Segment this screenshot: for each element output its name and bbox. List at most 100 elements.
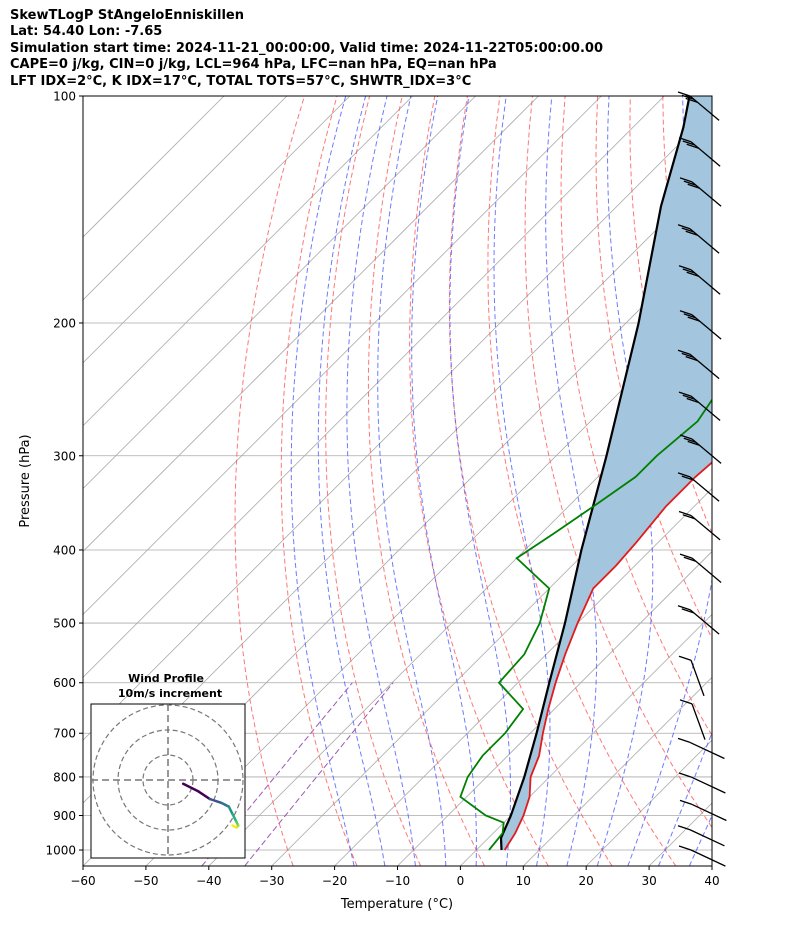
wind-barb-flag [678,772,692,778]
wind-barbs [677,91,727,867]
isotherm-line [83,96,602,615]
wind-barb [678,655,705,697]
wind-barb-staff [690,269,721,295]
wind-barb-staff [689,95,720,121]
wind-barb-flag [678,137,692,143]
data-layer [459,96,712,851]
x-tick-label: 0 [457,874,465,888]
wind-barb-flag [678,265,692,271]
wind-barb [677,737,725,760]
mixing-ratio-line [244,682,394,866]
wind-barb [677,349,720,380]
isotherm-line [83,96,539,553]
temperature-line [503,461,712,851]
wind-barb-flag [683,180,697,186]
x-tick-label: 30 [641,874,656,888]
wind-barb-flag [685,355,698,362]
wind-barb-flag [683,313,697,319]
dry-adiabat [524,96,712,829]
wind-barb-flag [687,316,700,322]
wind-barb-staff [691,703,706,740]
isotherm-line [83,96,476,490]
wind-barb-staff [690,849,726,867]
wind-barb [679,177,722,207]
isotherm-line [208,362,712,866]
wind-barb [677,605,720,635]
dry-adiabat [234,96,305,866]
x-axis-label: Temperature (°C) [340,897,453,912]
x-tick-label: −60 [70,874,95,888]
wind-barb-flag [677,825,691,831]
wind-barb [679,553,722,583]
wind-barb-flag [681,475,695,481]
isotherm-line [83,96,413,427]
wind-barb [678,772,726,794]
y-tick-label: 600 [53,676,76,690]
wind-barb [678,265,721,295]
y-tick-label: 400 [53,543,76,557]
wind-barb-staff [691,438,722,464]
header-title: SkewTLogP StAngeloEnniskillen [10,8,244,23]
wind-barb-flag [679,434,693,440]
wind-barb-flag [679,177,693,183]
wind-profile-inset: Wind Profile 10m/s increment [90,672,246,859]
x-tick-label: −10 [385,874,410,888]
moist-adiabat [411,96,477,866]
wind-barb-staff [690,776,726,794]
wind-barb [679,310,722,340]
y-axis-label: Pressure (hPa) [18,434,33,527]
moist-adiabat [290,96,355,866]
inset-title: Wind Profile [128,672,204,685]
x-tick-label: −20 [322,874,347,888]
hodograph-segment [197,790,212,801]
wind-barb-flag [677,472,691,478]
wind-barb-flag [679,799,693,806]
wind-barb-flag [681,352,695,359]
dry-adiabat [367,96,485,866]
y-tick-label: 1000 [45,844,76,858]
dewpoint-line [459,398,712,851]
wind-barb-flag [678,391,692,397]
wind-barb [678,845,726,867]
dry-adiabat [560,96,712,737]
header-indices-2: LFT IDX=2°C, K IDX=17°C, TOTAL TOTS=57°C… [10,73,472,89]
y-tick-label: 300 [53,449,76,463]
wind-barb [677,224,720,254]
dry-adiabat [761,96,794,866]
inset-subtitle: 10m/s increment [118,687,222,700]
parcel-profile-line [499,96,691,851]
wind-barb-flag [679,553,693,559]
x-tick-label: 40 [704,874,719,888]
wind-barb-flag [685,97,698,104]
isotherm-line [523,676,712,866]
dry-adiabat [487,96,677,866]
hodograph-segment [219,801,231,808]
isotherm-line [711,865,712,866]
wind-barb-flag [678,655,692,661]
wind-barb-flag [677,737,691,744]
wind-barb [679,699,706,740]
wind-barb-flag [678,845,692,851]
wind-barb-flag [683,556,697,562]
wind-barb-flag [682,394,696,400]
dry-adiabat [409,96,549,866]
moist-adiabat [658,731,712,866]
hodograph-segment [227,805,234,816]
dry-adiabat [728,96,794,866]
moist-adiabat [449,96,511,866]
wind-barb [677,472,720,502]
wind-barb-flag [682,514,696,520]
moist-adiabat [493,96,551,866]
isotherm-line [775,96,794,866]
header-times: Simulation start time: 2024-11-21_00:00:… [10,40,603,56]
wind-barb-flag [679,310,693,316]
y-tick-label: 100 [53,90,76,104]
wind-barb-staff [691,803,727,822]
cin-shaded-area [501,96,712,850]
wind-barb-staff [691,314,722,340]
wind-barb-staff [689,741,725,760]
wind-barb-flag [687,440,700,447]
wind-barb-flag [678,510,692,517]
